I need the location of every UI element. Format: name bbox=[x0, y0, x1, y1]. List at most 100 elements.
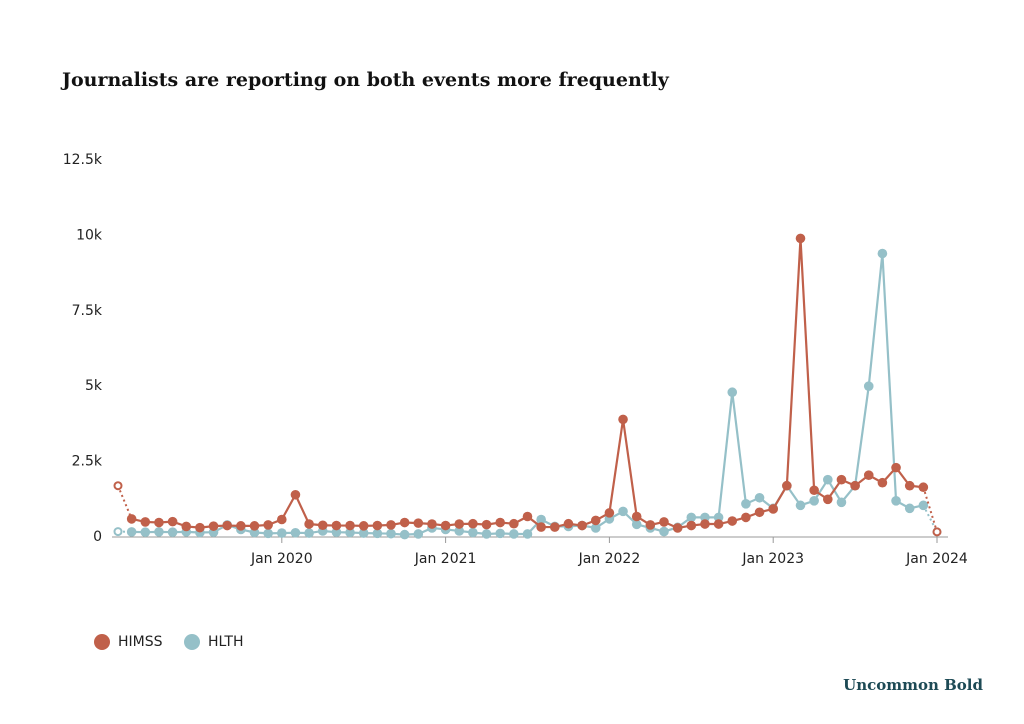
point bbox=[768, 504, 778, 514]
point bbox=[550, 522, 560, 532]
point bbox=[577, 520, 587, 531]
point bbox=[427, 519, 437, 529]
point bbox=[290, 527, 301, 538]
point bbox=[167, 527, 178, 537]
point bbox=[590, 523, 601, 533]
point bbox=[372, 528, 383, 539]
point bbox=[481, 529, 492, 539]
chart-title: Journalists are reporting on both events… bbox=[60, 69, 670, 91]
point bbox=[863, 470, 874, 480]
point bbox=[904, 503, 915, 514]
point bbox=[672, 523, 683, 533]
point bbox=[290, 489, 301, 500]
point bbox=[522, 529, 533, 539]
point bbox=[809, 485, 819, 496]
point bbox=[509, 518, 519, 529]
y-tick-label: 5k bbox=[85, 378, 103, 394]
point bbox=[700, 519, 710, 529]
point bbox=[195, 522, 205, 533]
y-tick-label: 0 bbox=[93, 529, 102, 545]
point bbox=[140, 517, 151, 527]
y-tick-label: 2.5k bbox=[72, 454, 103, 470]
point bbox=[522, 511, 533, 522]
point bbox=[891, 496, 901, 506]
point bbox=[727, 516, 738, 526]
point bbox=[304, 528, 314, 538]
point bbox=[331, 520, 342, 531]
point bbox=[454, 526, 465, 536]
point bbox=[386, 528, 396, 539]
point bbox=[727, 387, 738, 398]
point bbox=[495, 517, 506, 528]
point bbox=[659, 517, 669, 527]
point bbox=[222, 520, 232, 531]
point bbox=[836, 497, 847, 508]
point bbox=[495, 528, 506, 539]
dotted-line bbox=[117, 485, 133, 520]
x-tick-label: Jan 2020 bbox=[250, 551, 313, 567]
point bbox=[181, 521, 192, 532]
point bbox=[754, 492, 765, 503]
point bbox=[113, 527, 123, 537]
point bbox=[345, 527, 355, 538]
point bbox=[126, 514, 137, 524]
point bbox=[686, 520, 697, 531]
point bbox=[795, 233, 806, 244]
point bbox=[836, 474, 847, 485]
point bbox=[877, 248, 888, 259]
point bbox=[891, 462, 901, 473]
y-tick-label: 12.5k bbox=[63, 152, 103, 168]
point bbox=[481, 519, 492, 530]
point bbox=[263, 528, 273, 539]
point bbox=[399, 529, 410, 540]
line bbox=[131, 238, 924, 530]
point bbox=[509, 529, 519, 539]
point bbox=[167, 516, 178, 527]
point bbox=[809, 496, 819, 506]
point bbox=[440, 520, 451, 531]
point bbox=[249, 521, 260, 531]
point bbox=[372, 520, 383, 531]
point bbox=[399, 517, 410, 528]
x-tick-label: Jan 2021 bbox=[414, 551, 477, 567]
point bbox=[904, 480, 915, 491]
point bbox=[249, 527, 260, 538]
legend-swatch bbox=[184, 634, 200, 650]
point bbox=[386, 520, 396, 530]
point bbox=[618, 414, 628, 425]
point bbox=[932, 527, 942, 537]
x-tick-label: Jan 2023 bbox=[741, 551, 804, 567]
point bbox=[686, 512, 697, 523]
point bbox=[618, 506, 628, 517]
point bbox=[604, 508, 615, 518]
x-tick-label: Jan 2022 bbox=[578, 551, 641, 567]
legend-label: HIMSS bbox=[118, 634, 163, 650]
point bbox=[877, 477, 888, 488]
point bbox=[236, 521, 246, 531]
point bbox=[345, 520, 355, 531]
point bbox=[863, 381, 874, 392]
point bbox=[918, 500, 929, 511]
point bbox=[277, 514, 287, 525]
point bbox=[645, 520, 656, 530]
point bbox=[358, 521, 369, 531]
point bbox=[263, 520, 273, 530]
point bbox=[468, 518, 478, 529]
point bbox=[304, 519, 314, 529]
point bbox=[154, 517, 164, 528]
point bbox=[536, 522, 546, 532]
point bbox=[413, 529, 424, 539]
point bbox=[454, 519, 465, 529]
point bbox=[823, 474, 833, 485]
brand: Uncommon Bold bbox=[843, 676, 983, 694]
point bbox=[358, 528, 369, 538]
point bbox=[823, 494, 833, 505]
point bbox=[741, 512, 751, 523]
point bbox=[590, 515, 601, 526]
point bbox=[850, 480, 860, 491]
point bbox=[277, 528, 287, 538]
point bbox=[563, 518, 574, 529]
point bbox=[713, 519, 724, 529]
y-tick-label: 10k bbox=[76, 227, 103, 243]
point bbox=[317, 520, 328, 531]
